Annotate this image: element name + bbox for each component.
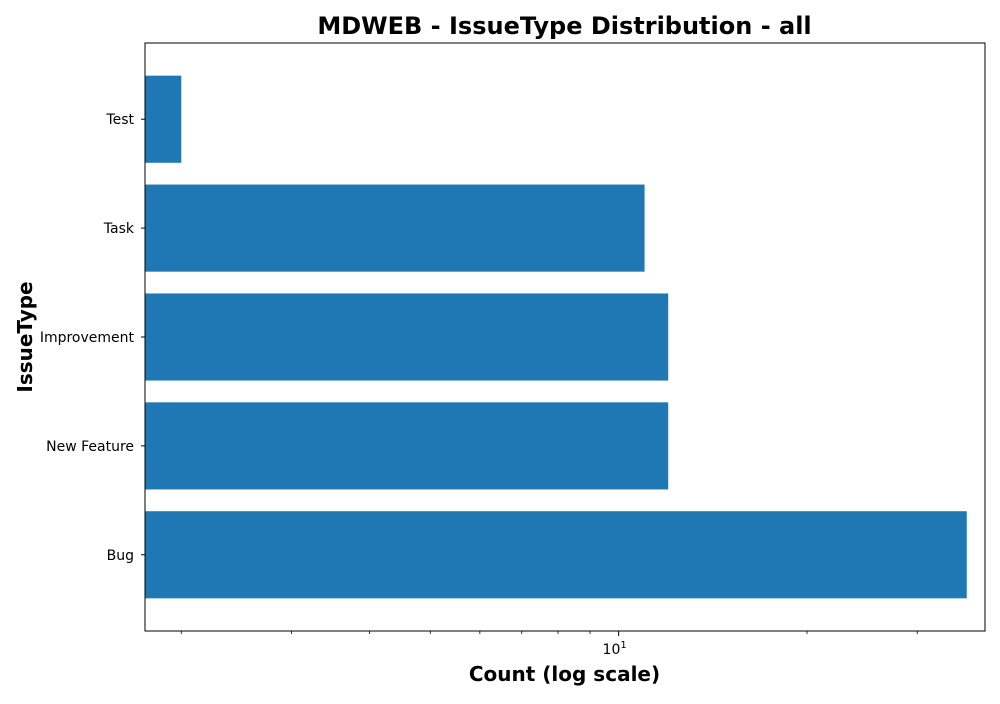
y-tick-label-bug: Bug — [107, 548, 134, 564]
y-tick-label-test: Test — [105, 112, 134, 128]
bar-bug — [145, 511, 967, 599]
x-tick-label: 101 — [603, 640, 627, 658]
x-axis-label: Count (log scale) — [469, 662, 660, 686]
bar-test — [145, 75, 182, 163]
bars-layer — [145, 75, 967, 599]
bar-new-feature — [145, 402, 669, 490]
y-tick-label-improvement: Improvement — [40, 330, 135, 346]
chart-title: MDWEB - IssueType Distribution - all — [317, 12, 811, 40]
y-axis-label: IssueType — [13, 281, 37, 392]
y-tick-label-new-feature: New Feature — [46, 439, 134, 455]
plot-frame — [144, 42, 986, 632]
bar-task — [145, 184, 645, 272]
ticks-layer: Bug New Feature Improvement Task Test 101 — [40, 112, 918, 658]
bar-improvement — [145, 293, 669, 381]
y-tick-label-task: Task — [103, 221, 135, 237]
